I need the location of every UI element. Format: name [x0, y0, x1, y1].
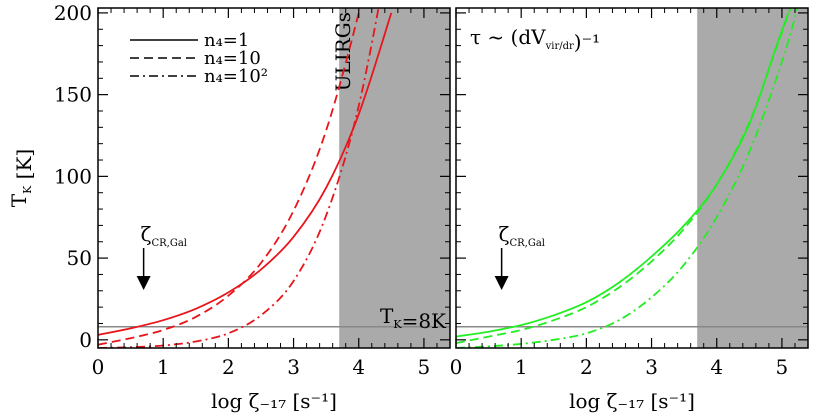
series-group: [456, 8, 799, 348]
x-tick-label: 4: [710, 355, 723, 379]
legend-entry: n₄=10²: [204, 66, 268, 87]
series-line-dashdot: [98, 8, 380, 348]
arrow-label: ζCR,Gal: [141, 222, 187, 249]
series-line-dashed: [456, 8, 792, 344]
x-tick-label: 0: [92, 355, 105, 379]
arrow-label: ζCR,Gal: [499, 222, 545, 249]
y-tick-label: 0: [79, 328, 92, 352]
legend-entry: n₄=1: [204, 30, 249, 51]
reference-line-label: TK=8K: [380, 304, 447, 333]
x-tick-label: 3: [645, 355, 658, 379]
plot-frame: [97, 7, 451, 349]
series-group: [98, 8, 393, 348]
x-axis-title: log ζ₋₁₇ [s⁻¹]: [211, 389, 337, 413]
y-tick-label: 50: [67, 246, 92, 270]
series-line-solid: [98, 12, 393, 336]
shaded-region: [339, 8, 450, 348]
x-tick-label: 2: [580, 355, 593, 379]
x-tick-label: 0: [450, 355, 463, 379]
plot-frame: [455, 7, 809, 349]
y-axis-title: TK [K]: [7, 149, 36, 207]
x-tick-label: 1: [157, 355, 170, 379]
x-tick-label: 5: [776, 355, 789, 379]
shaded-region: [697, 8, 808, 348]
x-axis-title: log ζ₋₁₇ [s⁻¹]: [569, 389, 695, 413]
x-tick-label: 5: [418, 355, 431, 379]
panel-annotation: τ ~ (dVvir/dr)⁻¹: [470, 25, 600, 54]
y-tick-label: 200: [54, 1, 92, 25]
shaded-region-label: ULIRGs: [331, 12, 355, 91]
x-tick-label: 3: [287, 355, 300, 379]
y-tick-label: 100: [54, 164, 92, 188]
panel-2: ζCR,Gal 0 1 2 3 4 5 log ζ₋₁₇ [s⁻¹] τ ~ (dVvir/dr…: [450, 7, 809, 413]
x-tick-label: 1: [515, 355, 528, 379]
x-tick-label: 2: [222, 355, 235, 379]
y-tick-label: 150: [54, 83, 92, 107]
legend-entry: n₄=10: [204, 48, 261, 69]
x-tick-label: 4: [352, 355, 365, 379]
arrow-head: [136, 276, 151, 290]
arrow-head: [494, 276, 509, 290]
series-line-dashdot: [456, 8, 799, 348]
series-line-dashed: [98, 8, 361, 346]
